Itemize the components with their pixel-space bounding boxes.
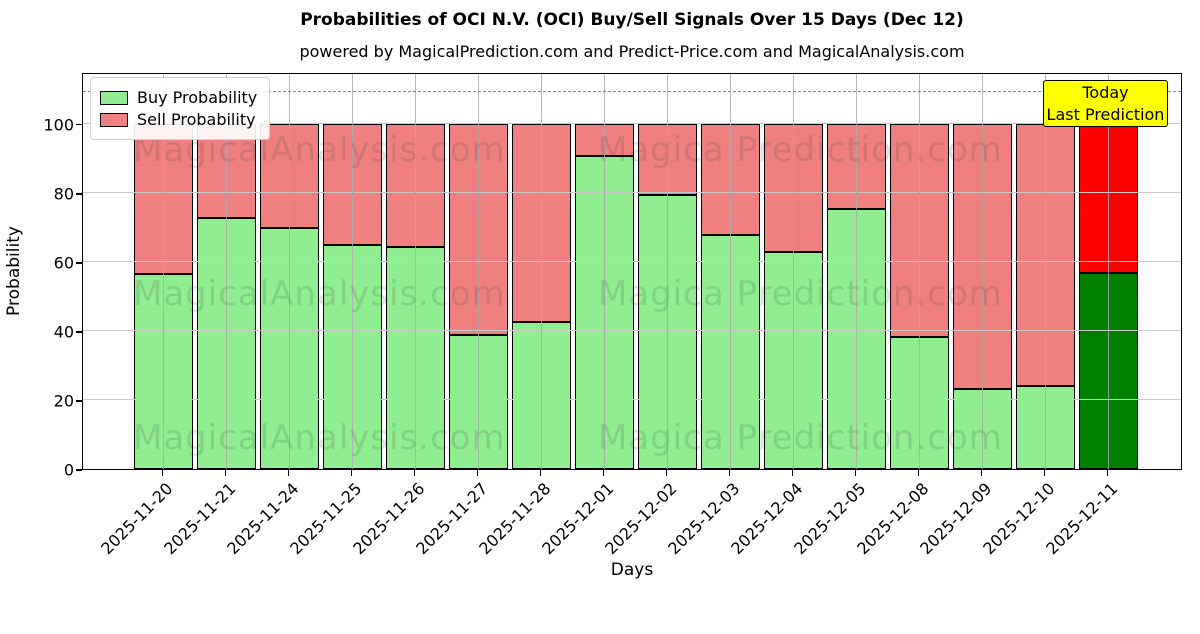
legend-sell-label: Sell Probability: [137, 110, 256, 129]
y-tick-mark-80: [76, 193, 82, 195]
today-annotation-line2: Last Prediction: [1046, 104, 1165, 124]
threshold-dashed-line: [83, 91, 1181, 93]
buy-color-swatch: [100, 90, 128, 105]
y-tick-label-80: 80: [53, 184, 74, 204]
y-tick-mark-0: [76, 469, 82, 471]
y-tick-label-0: 0: [63, 460, 74, 480]
y-tick-mark-100: [76, 124, 82, 126]
y-tick-label-60: 60: [53, 253, 74, 273]
x-tick-mark-2025-12-08: [917, 470, 920, 476]
x-tick-mark-2025-12-11: [1106, 470, 1109, 476]
x-gridline-2025-12-01: [604, 74, 605, 469]
x-tick-mark-2025-11-26: [413, 470, 416, 476]
x-gridline-2025-11-21: [226, 74, 227, 469]
x-gridline-2025-11-25: [352, 74, 353, 469]
y-gridline-20: [83, 399, 1181, 401]
y-gridline-60: [83, 261, 1181, 263]
y-tick-label-100: 100: [43, 115, 74, 135]
today-annotation: Today Last Prediction: [1043, 80, 1168, 127]
y-tick-mark-40: [76, 331, 82, 333]
x-tick-mark-2025-12-04: [791, 470, 794, 476]
x-gridline-2025-11-24: [289, 74, 290, 469]
legend: Buy Probability Sell Probability: [90, 77, 271, 140]
chart-subtitle: powered by MagicalPrediction.com and Pre…: [299, 42, 965, 61]
x-gridline-2025-11-20: [163, 74, 164, 469]
y-tick-label-40: 40: [53, 322, 74, 342]
legend-buy-label: Buy Probability: [137, 88, 258, 107]
y-gridline-100: [83, 123, 1181, 125]
x-tick-mark-2025-12-02: [665, 470, 668, 476]
today-annotation-line1: Today: [1082, 82, 1129, 102]
x-tick-mark-2025-11-28: [539, 470, 542, 476]
x-gridline-2025-12-09: [982, 74, 983, 469]
y-tick-mark-20: [76, 400, 82, 402]
x-tick-mark-2025-12-05: [854, 470, 857, 476]
x-gridline-2025-12-05: [856, 74, 857, 469]
x-tick-mark-2025-11-21: [224, 470, 227, 476]
x-tick-mark-2025-12-03: [728, 470, 731, 476]
x-gridline-2025-11-27: [478, 74, 479, 469]
plot-area: [82, 73, 1182, 470]
x-axis-label: Days: [610, 560, 654, 580]
sell-color-swatch: [100, 112, 128, 127]
x-gridline-2025-12-10: [1045, 74, 1046, 469]
x-tick-mark-2025-12-01: [602, 470, 605, 476]
chart-title: Probabilities of OCI N.V. (OCI) Buy/Sell…: [300, 10, 964, 30]
x-gridline-2025-12-11: [1108, 74, 1109, 469]
y-tick-label-20: 20: [53, 391, 74, 411]
x-tick-mark-2025-11-24: [287, 470, 290, 476]
legend-item-sell: Sell Probability: [100, 110, 257, 129]
x-gridline-2025-11-26: [415, 74, 416, 469]
legend-item-buy: Buy Probability: [100, 88, 257, 107]
x-tick-mark-2025-11-25: [350, 470, 353, 476]
x-gridline-2025-12-04: [793, 74, 794, 469]
x-gridline-2025-11-28: [541, 74, 542, 469]
x-gridline-2025-12-03: [730, 74, 731, 469]
x-tick-mark-2025-12-10: [1043, 470, 1046, 476]
x-tick-mark-2025-11-20: [161, 470, 164, 476]
y-gridline-40: [83, 330, 1181, 332]
x-tick-mark-2025-11-27: [476, 470, 479, 476]
y-axis-label: Probability: [4, 226, 24, 316]
y-tick-mark-60: [76, 262, 82, 264]
x-tick-mark-2025-12-09: [980, 470, 983, 476]
x-gridline-2025-12-02: [667, 74, 668, 469]
y-gridline-80: [83, 192, 1181, 194]
x-gridline-2025-12-08: [919, 74, 920, 469]
